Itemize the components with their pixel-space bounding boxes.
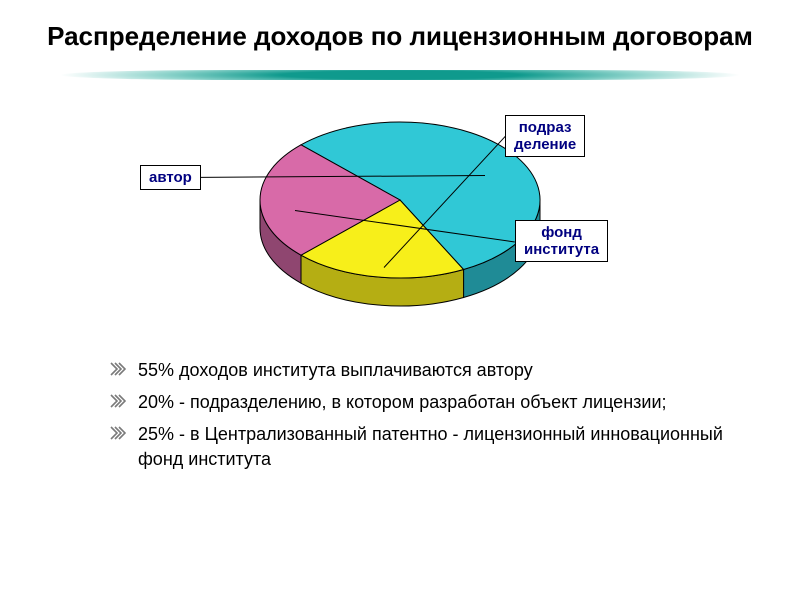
- pie-chart: автор подраз деление фонд института: [0, 80, 800, 340]
- chevron-bullet-icon: [110, 393, 126, 409]
- chevron-bullet-icon: [110, 425, 126, 441]
- bullet-item: 25% - в Централизованный патентно - лице…: [110, 422, 740, 471]
- pie-label-author: автор: [140, 165, 201, 190]
- pie-label-fund: фонд института: [515, 220, 608, 263]
- bullet-item: 20% - подразделению, в котором разработа…: [110, 390, 740, 414]
- divider: [0, 70, 800, 80]
- bullet-text: 25% - в Централизованный патентно - лице…: [138, 422, 740, 471]
- pie-label-dept: подраз деление: [505, 115, 585, 158]
- bullet-list: 55% доходов института выплачиваются авто…: [0, 340, 800, 471]
- slide: { "title": { "text": "Распределение дохо…: [0, 0, 800, 600]
- bullet-item: 55% доходов института выплачиваются авто…: [110, 358, 740, 382]
- bullet-text: 20% - подразделению, в котором разработа…: [138, 390, 740, 414]
- chevron-bullet-icon: [110, 361, 126, 377]
- bullet-text: 55% доходов института выплачиваются авто…: [138, 358, 740, 382]
- slide-title: Распределение доходов по лицензионным до…: [0, 0, 800, 64]
